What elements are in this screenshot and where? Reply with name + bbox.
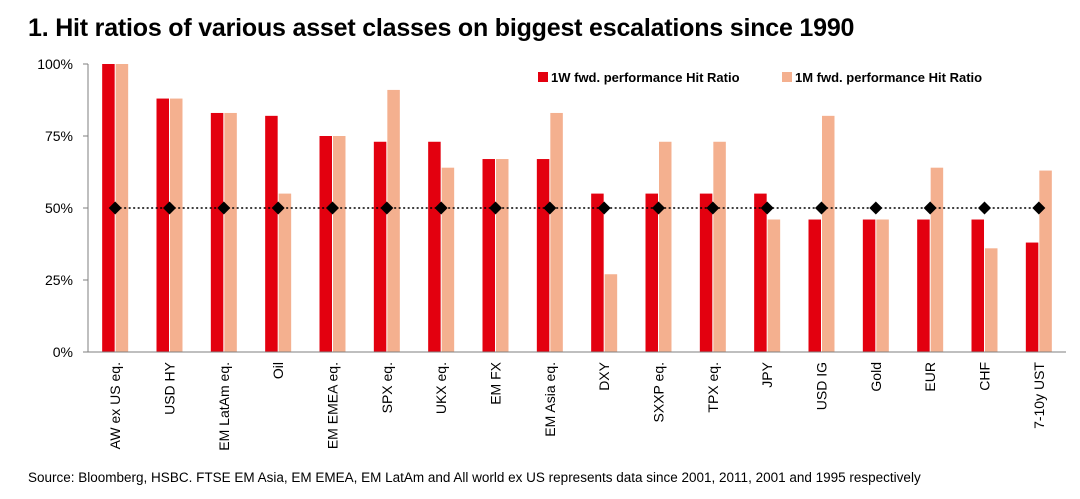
reference-diamond-marker [271,201,285,215]
bar-1w [699,193,713,352]
y-tick-label: 0% [53,344,73,360]
bar-1m [278,193,292,352]
bar-1w [210,112,224,353]
x-category-label: CHF [977,362,993,391]
x-category-label: EM LatAm eq. [216,362,232,451]
x-category-label: UKX eq. [433,362,449,414]
reference-diamond-marker [326,201,339,215]
legend-swatch-1w [538,72,548,82]
reference-diamond-marker [706,201,720,215]
bar-1m [822,115,835,352]
bar-1m [604,274,618,352]
x-category-label: Oil [270,362,286,379]
x-category-label: AW ex US eq. [107,362,123,449]
x-category-label: JPY [759,361,775,387]
reference-diamond-marker [652,201,665,215]
bar-1m [115,64,129,352]
bar-1w [1025,242,1039,352]
bar-1m [170,98,183,352]
x-category-label: EM EMEA eq. [325,362,341,449]
bar-1m [985,248,998,352]
reference-diamond-marker [760,201,774,215]
x-category-label: USD HY [162,361,178,415]
bar-1w [645,193,658,352]
y-tick-label: 75% [45,128,73,144]
bar-1w [591,193,604,352]
bar-1m [1039,170,1052,352]
bar-1m [930,167,944,352]
reference-diamond-marker [543,201,557,215]
bar-1w [319,136,332,352]
x-category-label: SPX eq. [379,362,395,413]
bar-1m [387,89,400,353]
x-category-label: EM Asia eq. [542,362,558,437]
bar-1m [713,141,726,352]
bar-1w [917,219,930,352]
bar-1w [862,219,876,352]
x-category-label: USD IG [814,362,830,410]
legend-label-1w: 1W fwd. performance Hit Ratio [551,70,740,85]
reference-diamond-marker [815,201,828,215]
bar-1m [224,112,237,353]
bar-1w [102,64,115,352]
x-category-label: EM FX [488,361,504,404]
bar-1w [808,219,821,352]
legend-swatch-1m [782,72,792,82]
reference-diamond-marker [163,201,176,215]
reference-diamond-marker [1032,201,1046,215]
reference-diamond-marker [597,201,611,215]
chart-title: 1. Hit ratios of various asset classes o… [28,14,855,42]
bar-1m [441,167,455,352]
source-note: Source: Bloomberg, HSBC. FTSE EM Asia, E… [28,470,921,485]
reference-diamond-marker [923,201,937,215]
bar-1w [156,98,169,352]
bar-1m [496,159,509,352]
reference-diamond-marker [434,201,448,215]
bar-1m [550,112,563,353]
reference-diamond-marker [978,201,991,215]
x-category-label: SXXP eq. [651,362,667,422]
x-category-label: 7-10y UST [1031,362,1047,429]
y-tick-label: 100% [37,56,73,72]
x-category-label: DXY [596,361,612,390]
bar-1m [659,141,672,352]
y-tick-label: 25% [45,272,73,288]
x-category-label: Gold [868,362,884,392]
bar-1w [754,193,767,352]
bar-1m [876,219,889,352]
bar-1w [482,159,495,352]
bar-1w [373,141,387,352]
x-category-label: TPX eq. [705,362,721,413]
bar-1w [971,219,984,352]
reference-diamond-marker [869,201,883,215]
bar-1m [333,136,346,352]
bar-1w [265,115,278,352]
bar-1w [536,159,550,352]
legend-label-1m: 1M fwd. performance Hit Ratio [795,70,982,85]
reference-diamond-marker [489,201,502,215]
reference-diamond-marker [380,201,394,215]
bar-1m [767,219,781,352]
reference-diamond-marker [217,201,231,215]
x-category-label: EUR [922,362,938,392]
y-tick-label: 50% [45,200,73,216]
bar-1w [428,141,441,352]
reference-diamond-marker [108,201,122,215]
